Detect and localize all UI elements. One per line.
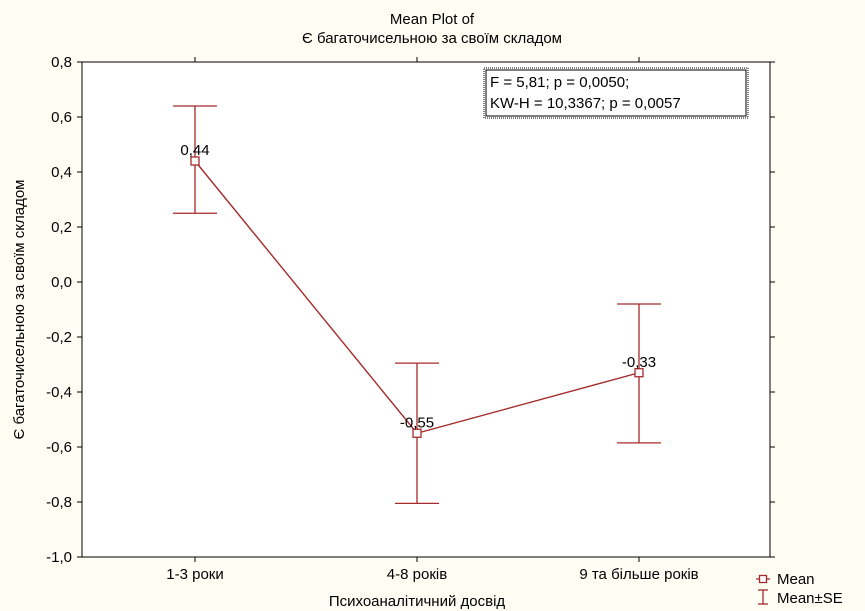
data-label: 0,44	[180, 142, 209, 159]
x-tick-label: 1-3 роки	[166, 566, 223, 583]
y-axis-ticks: 0,8 0,6 0,4 0,2 0,0 -0,2 -0,4 -0,6 -0,8 -1,0	[46, 54, 775, 566]
y-tick-label: -0,4	[46, 384, 72, 401]
x-axis-label: Психоаналітичний досвід	[329, 593, 506, 610]
stats-line-1: F = 5,81; p = 0,0050;	[490, 74, 629, 91]
legend: Mean Mean±SE	[756, 571, 843, 607]
y-tick-label: 0,8	[51, 54, 72, 71]
y-tick-label: -1,0	[46, 549, 72, 566]
mean-point	[190, 156, 200, 166]
mean-point	[634, 368, 644, 378]
y-tick-label: -0,2	[46, 329, 72, 346]
stats-box: F = 5,81; p = 0,0050; KW-H = 10,3367; p …	[483, 67, 749, 119]
chart-title-line-2: Є багаточисельною за своїм складом	[302, 30, 562, 47]
x-tick-label: 4-8 років	[387, 566, 447, 583]
legend-se-marker	[758, 589, 768, 605]
x-tick-label: 9 та більше років	[579, 566, 698, 583]
y-axis-label: Є багаточисельною за своїм складом	[11, 180, 28, 440]
chart-title-line-1: Mean Plot of	[390, 11, 475, 28]
x-axis-ticks: 1-3 роки 4-8 років 9 та більше років	[166, 57, 699, 583]
data-label: -0,55	[400, 414, 434, 431]
series-layer: 0,44 -0,55 -0,33	[173, 105, 661, 505]
plot-area	[81, 61, 771, 558]
y-tick-label: 0,6	[51, 109, 72, 126]
legend-mean-marker	[756, 574, 770, 584]
y-tick-label: 0,2	[51, 219, 72, 236]
stats-box-outer	[483, 67, 749, 119]
y-tick-label: -0,8	[46, 494, 72, 511]
data-label: -0,33	[622, 354, 656, 371]
stats-box-frame	[485, 69, 747, 117]
legend-mean-label: Mean	[777, 571, 815, 588]
mean-point	[412, 428, 422, 438]
y-tick-label: 0,4	[51, 164, 72, 181]
legend-se-label: Mean±SE	[777, 590, 843, 607]
stats-line-2: KW-H = 10,3367; p = 0,0057	[490, 95, 681, 112]
y-tick-label: 0,0	[51, 274, 72, 291]
y-tick-label: -0,6	[46, 439, 72, 456]
